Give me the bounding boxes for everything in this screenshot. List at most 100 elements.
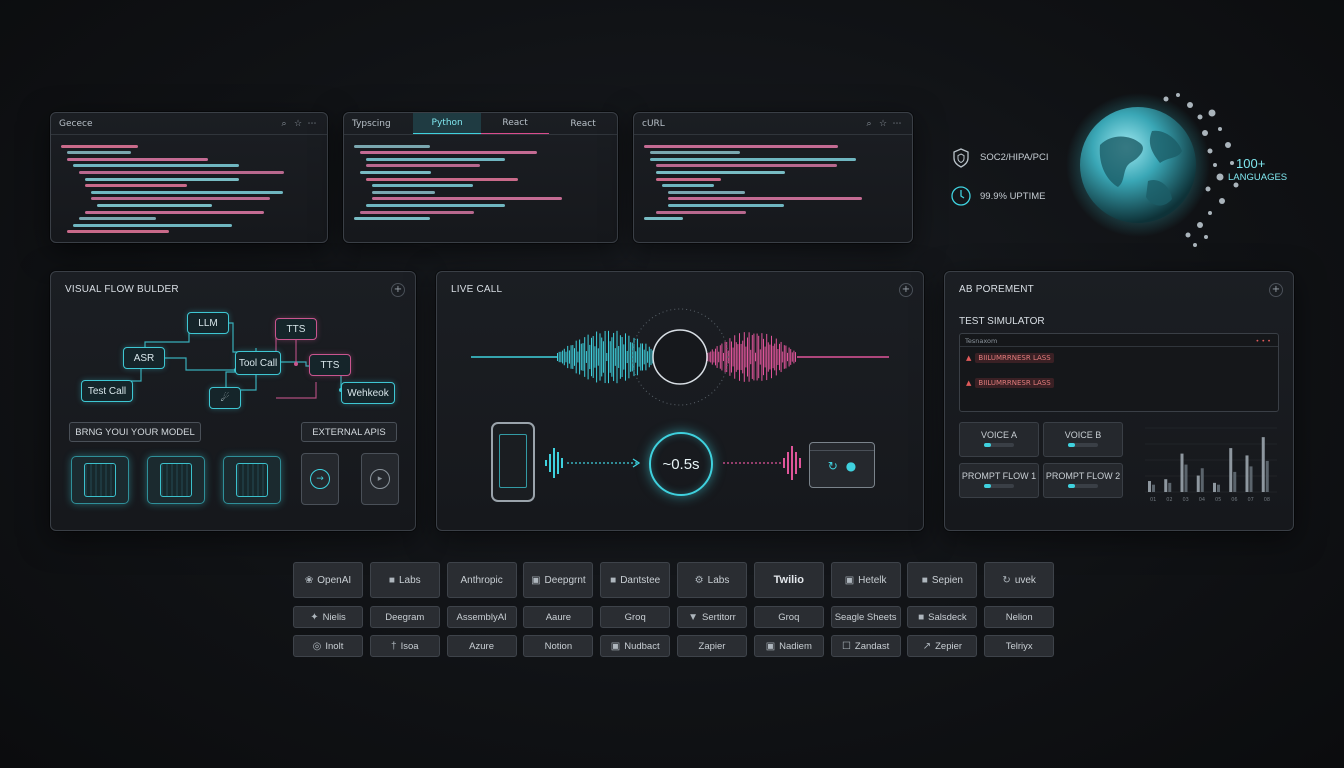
node-tool-call[interactable]: Tool Call [235,351,281,375]
tab-python[interactable]: Python [413,113,482,134]
integration-tile[interactable]: ▣ Deepgrnt [523,562,594,598]
simulator-title: TEST SIMULATOR [959,316,1045,327]
integration-tile[interactable]: Twilio [753,562,824,598]
wave-bar [718,351,720,363]
more-icon[interactable]: ••• [1255,337,1273,345]
node-tts-2[interactable]: TTS [309,354,351,376]
wave-bar [648,346,650,368]
integration-label: Azure [469,640,494,652]
tick-label: 05 [1215,497,1221,503]
integration-tile[interactable]: Aaure [523,606,594,628]
integration-label: Notion [544,640,573,652]
tab-react-2[interactable]: React [570,118,596,129]
integration-tile[interactable]: ■ Sepien [907,562,978,598]
integration-tile[interactable]: ■ Labs [369,562,440,598]
wave-bar [711,349,713,365]
brand-logo-icon: ■ [918,611,925,623]
integration-tile[interactable]: ↗ Zepier [907,635,978,657]
plus-icon[interactable]: + [391,283,405,297]
integration-tile[interactable]: Nelion [984,606,1055,628]
voice-b-button[interactable]: VOICE B [1043,422,1123,457]
integration-tile[interactable]: Groq [600,606,671,628]
chart-bar [1265,460,1269,492]
integration-tile[interactable]: ■ Dantstee [600,562,671,598]
prompt-flow-2-button[interactable]: PROMPT FLOW 2 [1043,463,1123,498]
node-test-call[interactable]: Test Call [81,380,133,402]
integration-tile[interactable]: Deegram [369,606,440,628]
wave-bar [713,351,715,363]
more-icon[interactable]: ⋯ [892,118,902,129]
chart-bar [1217,484,1220,492]
plus-icon[interactable]: + [1269,283,1283,297]
integration-tile[interactable]: Notion [523,635,594,657]
wave-bar [616,330,618,384]
tab-typescript[interactable]: Typscing [352,118,391,129]
chip-icon [236,463,268,497]
tick-label: 04 [1199,497,1205,503]
integration-tile[interactable]: ☐ Zandast [830,635,901,657]
node-branch[interactable]: ☄ [209,387,241,409]
brand-logo-icon: ↗ [922,640,932,652]
plus-icon[interactable]: + [899,283,913,297]
external-apis-button[interactable]: EXTERNAL APIS [301,422,397,442]
brand-logo-icon: ❀ [304,574,314,586]
star-icon[interactable]: ☆ [878,118,888,129]
integration-tile[interactable]: ▣ Nudbact [600,635,671,657]
node-webhook[interactable]: Wehkeok [341,382,395,404]
integration-tile[interactable]: Groq [753,606,824,628]
integration-label: Sertitorr [702,611,736,623]
voice-a-button[interactable]: VOICE A [959,422,1039,457]
code-panel-1: Gecece ⌕ ☆ ⋯ [50,112,328,243]
integration-label: Deegram [385,611,425,623]
node-asr[interactable]: ASR [123,347,165,369]
wave-bar [774,343,776,371]
model-chip-3[interactable] [223,456,281,504]
integration-tile[interactable]: Anthropic [446,562,517,598]
integration-tile[interactable]: Zapier [677,635,747,657]
api-card-2[interactable]: ▸ [361,453,399,505]
agent-widget[interactable]: ↻ ● [809,442,875,488]
more-icon[interactable]: ⋯ [307,118,317,129]
integration-tile[interactable]: AssemblyAI [446,606,517,628]
model-chip-2[interactable] [147,456,205,504]
integration-tile[interactable]: ◎ Inolt [293,635,363,657]
integration-label: Nelion [1005,611,1033,623]
prompt-flow-1-button[interactable]: PROMPT FLOW 1 [959,463,1039,498]
wave-bar [716,346,718,368]
wave-bar [750,349,752,365]
star-icon[interactable]: ☆ [293,118,303,129]
node-llm[interactable]: LLM [187,312,229,334]
integration-tile[interactable]: ▣ Hetelk [830,562,901,598]
wave-bar [584,337,586,377]
integration-tile[interactable]: ▼ Sertitorr [677,606,747,628]
tab-react[interactable]: React [481,113,550,134]
api-card-1[interactable]: → [301,453,339,505]
integration-tile[interactable]: ✦ Nielis [293,606,363,628]
wave-bar [753,333,755,381]
integration-tile[interactable]: Azure [446,635,517,657]
wave-bar [621,337,623,377]
wave-bar [708,352,710,362]
integration-label: OpenAI [317,574,352,586]
integration-tile[interactable]: ❀ OpenAI [293,562,363,598]
flow-builder-panel: VISUAL FLOW BULDER + LLM TTS ASR Tool Ca… [50,271,416,531]
wave-bar [592,336,594,378]
wave-bar [631,342,633,372]
search-icon[interactable]: ⌕ [866,118,872,129]
wave-bar [737,344,739,370]
integration-tile[interactable]: ▣ Nadiem [753,635,824,657]
integration-tile[interactable]: ■ Salsdeck [907,606,978,628]
integration-tile[interactable]: † Isoa [369,635,440,657]
integration-tile[interactable]: ↻ uvek [984,562,1055,598]
bring-your-model-button[interactable]: BRNG YOUI YOUR MODEL [69,422,201,442]
search-icon[interactable]: ⌕ [281,118,287,129]
wave-bar [636,338,638,376]
languages-label: LANGUAGES [1228,172,1288,183]
integration-tile[interactable]: ⚙ Labs [677,562,747,598]
integration-tile[interactable]: Seagle Sheets [830,606,901,628]
model-chip-1[interactable] [71,456,129,504]
globe-icon [1066,93,1239,247]
api-icon: → [310,469,330,489]
node-tts[interactable]: TTS [275,318,317,340]
integration-tile[interactable]: Telriyx [984,635,1055,657]
